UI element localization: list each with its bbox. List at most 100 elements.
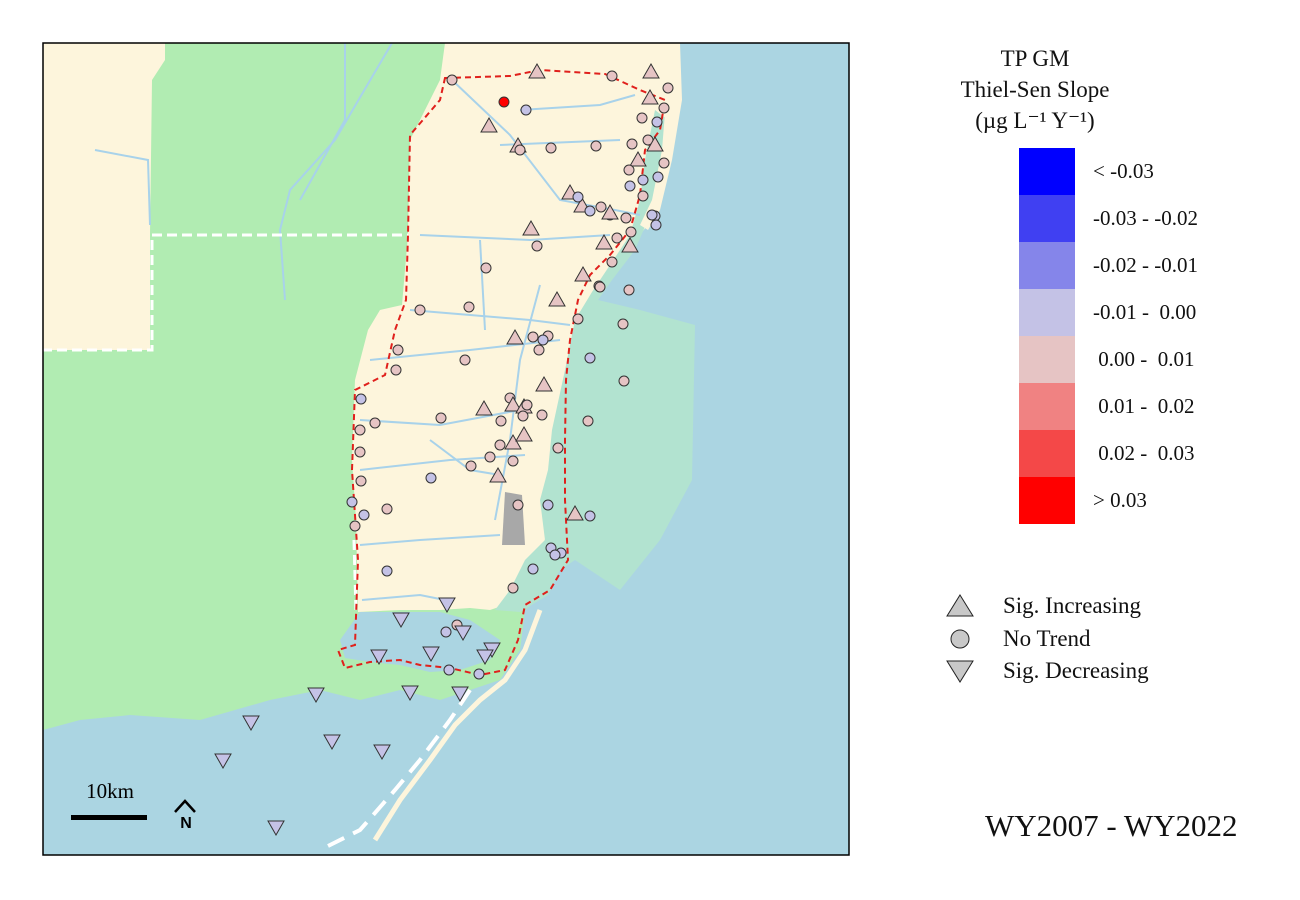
legend-class-label: -0.03 - -0.02	[1093, 206, 1198, 230]
site-triangle-down-marker	[323, 734, 341, 751]
site-circle-marker	[658, 157, 670, 169]
site-triangle-up-marker	[515, 425, 533, 442]
site-circle-marker	[425, 472, 437, 484]
site-circle-marker	[494, 439, 506, 451]
site-triangle-down-marker	[454, 625, 472, 642]
site-triangle-up-marker	[566, 504, 584, 521]
legend-title: TP GM Thiel-Sen Slope (µg L⁻¹ Y⁻¹)	[930, 43, 1140, 136]
site-triangle-down-marker	[370, 649, 388, 666]
scale-bar-label: 10km	[86, 779, 134, 803]
site-triangle-down-marker	[267, 820, 285, 837]
site-circle-marker	[637, 190, 649, 202]
site-circle-marker	[346, 496, 358, 508]
site-circle-marker	[440, 626, 452, 638]
legend-symbol-label: Sig. Increasing	[1003, 593, 1141, 618]
site-triangle-up-marker	[574, 265, 592, 282]
legend-row-no-trend: No Trend	[945, 623, 1205, 655]
site-triangle-up-marker	[548, 290, 566, 307]
site-circle-marker	[582, 415, 594, 427]
northwest-land	[43, 43, 165, 350]
site-triangle-down-marker	[373, 744, 391, 761]
urban-land	[352, 43, 670, 612]
park-boundaries	[43, 233, 408, 613]
north-arrow-icon: N	[174, 799, 196, 832]
site-triangle-down-marker	[422, 646, 440, 663]
legend-swatch	[1019, 383, 1075, 430]
site-triangle-down-marker	[401, 685, 419, 702]
site-circle-marker	[355, 475, 367, 487]
site-triangle-up-marker	[506, 328, 524, 345]
site-circle-marker	[465, 460, 477, 472]
site-circle-marker	[650, 219, 662, 231]
site-circle-marker	[623, 284, 635, 296]
legend-swatch	[1019, 242, 1075, 289]
site-triangle-up-marker	[601, 203, 619, 220]
site-triangle-up-marker	[475, 399, 493, 416]
legend-swatch	[1019, 148, 1075, 195]
site-triangle-up-marker	[642, 62, 660, 79]
site-circle-marker	[517, 410, 529, 422]
site-circle-marker	[606, 256, 618, 268]
legend-class-label: 0.01 - 0.02	[1093, 394, 1195, 418]
site-triangle-down-marker	[392, 612, 410, 629]
site-triangle-down-marker	[476, 649, 494, 666]
site-circle-marker	[498, 96, 510, 108]
legend-class-label: -0.01 - 0.00	[1093, 300, 1197, 324]
site-circle-marker	[507, 582, 519, 594]
site-circle-marker	[355, 393, 367, 405]
site-circle-marker	[590, 140, 602, 152]
site-circle-marker	[527, 331, 539, 343]
site-circle-marker	[463, 301, 475, 313]
site-triangle-up-marker	[504, 433, 522, 450]
site-triangle-up-marker	[629, 150, 647, 167]
legend-symbol-label: Sig. Decreasing	[1003, 658, 1149, 683]
site-circle-marker	[572, 191, 584, 203]
site-triangle-down-marker	[307, 687, 325, 704]
site-circle-marker	[542, 499, 554, 511]
site-circle-marker	[392, 344, 404, 356]
keys-dashed	[319, 688, 472, 852]
site-circle-marker	[637, 174, 649, 186]
site-circle-marker	[512, 499, 524, 511]
site-triangle-up-marker	[522, 219, 540, 236]
site-circle-marker	[537, 334, 549, 346]
site-circle-marker	[606, 70, 618, 82]
legend-class-label: 0.00 - 0.01	[1093, 347, 1195, 371]
site-circle-marker	[414, 304, 426, 316]
legend-swatch	[1019, 477, 1075, 524]
site-triangle-up-marker	[535, 375, 553, 392]
site-circle-marker	[545, 142, 557, 154]
triangle-up-icon	[946, 594, 974, 617]
legend-class-label: < -0.03	[1093, 159, 1154, 183]
bay-estuary	[495, 110, 695, 612]
site-circle-marker	[536, 409, 548, 421]
site-circle-marker	[636, 112, 648, 124]
site-circle-marker	[531, 240, 543, 252]
site-circle-marker	[617, 318, 629, 330]
site-circle-marker	[620, 212, 632, 224]
site-circle-marker	[473, 668, 485, 680]
triangle-down-icon	[946, 660, 974, 683]
period-label: WY2007 - WY2022	[985, 808, 1238, 843]
site-circle-marker	[651, 116, 663, 128]
site-circle-marker	[521, 399, 533, 411]
monitoring-sites	[214, 62, 674, 837]
site-circle-marker	[507, 455, 519, 467]
site-circle-marker	[381, 565, 393, 577]
site-circle-marker	[369, 417, 381, 429]
site-circle-marker	[662, 82, 674, 94]
scale-bar	[71, 815, 147, 820]
legend-class-label: -0.02 - -0.01	[1093, 253, 1198, 277]
site-circle-marker	[533, 344, 545, 356]
site-triangle-up-marker	[595, 233, 613, 250]
site-triangle-up-marker	[646, 135, 664, 152]
legend-class-label: 0.02 - 0.03	[1093, 441, 1195, 465]
site-triangle-up-marker	[504, 395, 522, 412]
site-circle-marker	[480, 262, 492, 274]
site-circle-marker	[354, 446, 366, 458]
site-circle-marker	[595, 201, 607, 213]
legend-swatch	[1019, 289, 1075, 336]
site-circle-marker	[484, 451, 496, 463]
site-circle-marker	[354, 424, 366, 436]
